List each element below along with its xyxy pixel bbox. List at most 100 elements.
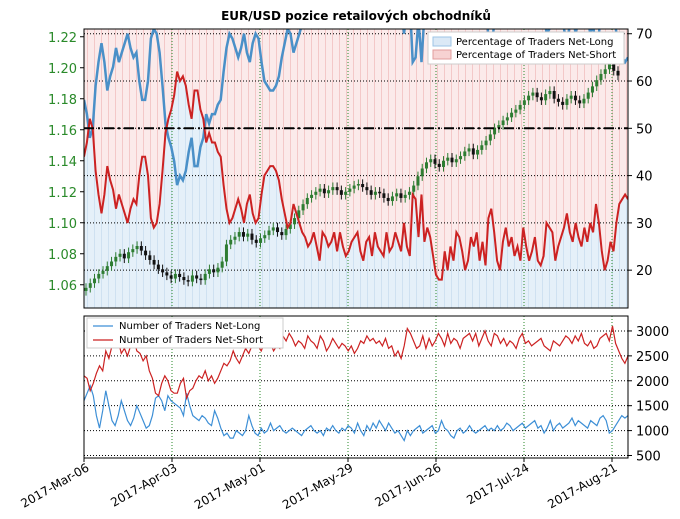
candle-body xyxy=(442,160,446,167)
candle-body xyxy=(476,149,480,155)
candle-body xyxy=(590,86,594,93)
candle-body xyxy=(552,91,556,99)
candle-body xyxy=(310,194,314,198)
count-tick-label: 1000 xyxy=(636,425,669,440)
percent-axis-ticks: 20 30 40 50 60 70 xyxy=(628,28,653,279)
candle-body xyxy=(93,278,97,284)
candle-body xyxy=(207,269,211,274)
candle-body xyxy=(331,187,335,191)
percent-tick-label: 20 xyxy=(636,264,653,279)
candle-body xyxy=(178,273,182,277)
candle-body xyxy=(573,95,577,101)
candle-body xyxy=(467,148,471,152)
chart-title: EUR/USD pozice retailových obchodníků xyxy=(221,9,491,23)
candle-body xyxy=(548,91,552,95)
legend-label-net-short-pct: Percentage of Traders Net-Short xyxy=(456,50,616,61)
legend-swatch-net-short-pct xyxy=(432,49,452,60)
candle-body xyxy=(258,238,262,243)
candle-body xyxy=(352,185,356,189)
price-tick-label: 1.22 xyxy=(48,31,77,46)
candle-body xyxy=(156,264,160,270)
candle-body xyxy=(110,261,114,267)
candle-body xyxy=(539,97,543,101)
candle-body xyxy=(169,275,173,279)
candle-body xyxy=(429,159,433,163)
candle-body xyxy=(616,70,620,76)
candle-body xyxy=(97,273,101,279)
percentage-area-fills xyxy=(84,29,628,308)
candle-body xyxy=(271,227,275,231)
candle-body xyxy=(416,176,420,186)
candle-body xyxy=(578,100,582,104)
candle-body xyxy=(263,235,267,239)
candle-body xyxy=(267,230,271,236)
candle-body xyxy=(293,218,297,225)
price-tick-label: 1.14 xyxy=(48,155,77,170)
candle-body xyxy=(241,232,245,237)
candle-body xyxy=(280,232,284,236)
price-tick-label: 1.12 xyxy=(48,186,77,201)
candle-body xyxy=(199,278,203,281)
candle-body xyxy=(424,162,428,169)
candle-body xyxy=(335,187,339,191)
candle-body xyxy=(84,287,88,291)
candle-body xyxy=(101,270,105,274)
candle-body xyxy=(237,232,241,237)
top-plot-frame xyxy=(83,28,629,309)
candle-body xyxy=(607,63,611,70)
candle-body xyxy=(556,98,560,102)
candle-body xyxy=(135,246,139,250)
candle-body xyxy=(510,112,514,118)
price-axis-ticks: 1.06 1.08 1.10 1.12 1.14 1.16 1.18 1.20 1.22 xyxy=(48,31,84,294)
candle-body xyxy=(105,266,109,271)
candle-body xyxy=(480,145,484,150)
trader-count-lines xyxy=(84,325,628,443)
candle-body xyxy=(561,101,565,105)
candle-body xyxy=(233,236,237,240)
candle-body xyxy=(276,227,280,233)
top-panel: 1.06 1.08 1.10 1.12 1.14 1.16 1.18 1.20 1.22 20 3… xyxy=(48,28,653,309)
candle-body xyxy=(497,125,501,129)
candle-body xyxy=(186,280,190,282)
net-long-percentage-line xyxy=(84,29,628,186)
candle-body xyxy=(195,275,199,279)
net-long-area xyxy=(84,71,628,308)
candle-body xyxy=(288,224,292,229)
candle-body xyxy=(582,98,586,104)
candle-body xyxy=(395,193,399,197)
top-legend: Percentage of Traders Net-Long Percentag… xyxy=(427,31,625,65)
date-tick-label: 2017-Jul-24 xyxy=(464,460,531,507)
date-tick-label: 2017-May-29 xyxy=(280,460,355,512)
candle-body xyxy=(216,267,220,273)
candle-body xyxy=(284,228,288,236)
candle-body xyxy=(407,191,411,195)
candle-body xyxy=(139,246,143,251)
candle-body xyxy=(301,204,305,211)
candle-body xyxy=(297,210,301,219)
candle-body xyxy=(484,140,488,146)
price-tick-label: 1.10 xyxy=(48,217,77,232)
candle-body xyxy=(369,190,373,195)
candle-body xyxy=(173,273,177,279)
candle-body xyxy=(327,190,331,194)
candle-body xyxy=(246,233,250,237)
net-long-count-line xyxy=(84,384,628,443)
legend-label-net-long-pct: Percentage of Traders Net-Long xyxy=(456,37,614,48)
candle-body xyxy=(450,157,454,163)
candle-body xyxy=(399,193,403,198)
candle-body xyxy=(378,191,382,194)
candle-body xyxy=(356,184,360,186)
candle-body xyxy=(522,100,526,105)
date-tick-label: 2017-Apr-03 xyxy=(108,460,179,509)
candle-body xyxy=(212,269,216,273)
percent-tick-label: 50 xyxy=(636,122,653,137)
candle-body xyxy=(595,80,599,87)
candle-body xyxy=(348,188,352,192)
candle-body xyxy=(446,157,450,161)
candle-body xyxy=(386,197,390,202)
date-tick-label: 2017-May-01 xyxy=(192,460,267,512)
candle-body xyxy=(518,104,522,110)
legend-swatch-net-long-pct xyxy=(432,36,452,47)
candle-body xyxy=(161,269,165,273)
